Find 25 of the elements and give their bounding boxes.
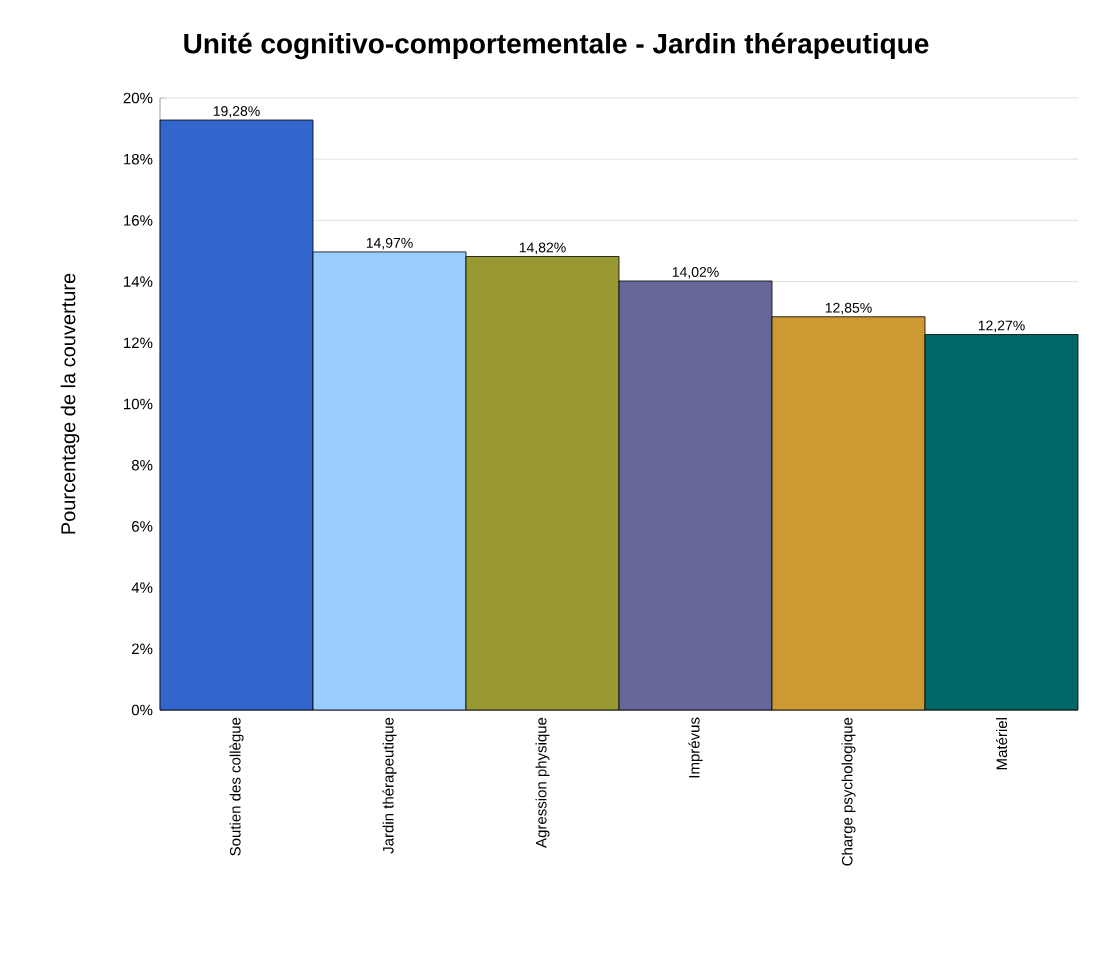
y-tick-label: 8% xyxy=(131,459,153,471)
chart-title: Unité cognitivo-comportementale - Jardin thérapeutique xyxy=(184,32,929,60)
x-tick-label: Soutien des collègue xyxy=(229,717,244,856)
data-label: 12,85% xyxy=(825,302,872,315)
x-tick-label: Charge psychologique xyxy=(841,717,856,866)
y-tick-label: 4% xyxy=(131,582,153,593)
x-tick-label: Matériel xyxy=(995,718,1008,770)
y-tick-label: 10% xyxy=(124,398,153,410)
y-tick-label: 20% xyxy=(123,92,153,104)
y-tick-label: 12% xyxy=(124,337,153,349)
x-tick-label: Imprévus xyxy=(688,717,703,778)
y-axis-title: Pourcentage de la couverture xyxy=(60,273,80,534)
data-label: 14,02% xyxy=(672,267,719,279)
data-label: 14,82% xyxy=(519,242,566,255)
y-tick-label: 6% xyxy=(132,521,153,532)
y-tick-label: 0% xyxy=(131,704,153,716)
y-tick-label: 16% xyxy=(124,215,153,226)
x-tick-label: Jardin thérapeutique xyxy=(382,717,397,854)
data-label: 19,28% xyxy=(213,106,260,118)
data-label: 14,97% xyxy=(366,237,413,250)
y-tick-label: 2% xyxy=(132,643,153,655)
y-tick-label: 18% xyxy=(124,153,153,165)
y-tick-label: 14% xyxy=(124,276,153,287)
x-tick-label: Agression physique xyxy=(535,717,550,848)
data-label: 12,27% xyxy=(978,320,1025,333)
